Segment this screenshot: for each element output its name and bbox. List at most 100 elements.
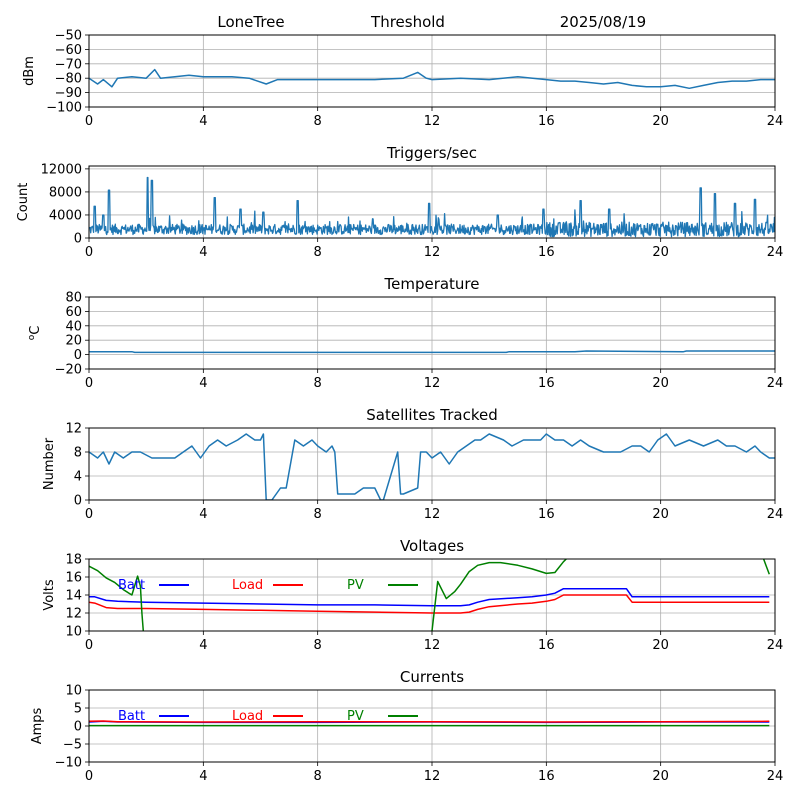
y-tick-label: 0 — [74, 494, 82, 509]
x-tick-label: 12 — [424, 507, 441, 522]
grid — [88, 34, 776, 108]
x-tick-label: 24 — [767, 769, 784, 784]
x-tick-label: 4 — [199, 245, 207, 260]
x-tick-label: 0 — [85, 638, 93, 653]
y-tick-label: 16 — [65, 571, 82, 586]
legend-label-load: Load — [232, 709, 263, 724]
x-tick-label: 16 — [538, 638, 555, 653]
grid — [88, 296, 776, 370]
x-tick-label: 20 — [652, 507, 669, 522]
y-tick-label: −5 — [63, 738, 82, 753]
series-line-pv — [431, 559, 567, 631]
x-tick-label: 12 — [424, 376, 441, 391]
x-tick-label: 8 — [314, 638, 322, 653]
y-axis-label: Amps — [30, 707, 45, 744]
x-tick-label: 8 — [314, 245, 322, 260]
y-tick-label: −20 — [55, 363, 82, 378]
series-line — [89, 68, 775, 90]
y-tick-label: 10 — [65, 625, 82, 640]
y-tick-label: −90 — [55, 86, 82, 101]
series-group — [89, 720, 770, 727]
legend-label-batt: Batt — [118, 709, 145, 724]
y-axis-label: Number — [42, 437, 57, 490]
panel-satellites: 0 4 8 12 16 20 24 0 4 8 12 Satellites Tracked Number — [42, 406, 783, 522]
y-tick-label: −60 — [55, 43, 82, 58]
series-line-load — [89, 594, 770, 614]
series-line — [89, 176, 775, 238]
y-tick-label: 18 — [65, 553, 82, 568]
y-tick-label: 0 — [74, 232, 82, 247]
x-tick-label: 8 — [314, 114, 322, 129]
x-tick-label: 0 — [85, 376, 93, 391]
x-tick-label: 20 — [652, 114, 669, 129]
legend-label-batt: Batt — [118, 578, 145, 593]
legend: Batt Load PV — [118, 709, 418, 724]
y-tick-label: 20 — [65, 334, 82, 349]
y-axis-label: oC — [27, 326, 43, 341]
x-tick-label: 20 — [652, 376, 669, 391]
x-tick-label: 24 — [767, 507, 784, 522]
chart-title: Triggers/sec — [386, 144, 477, 162]
header-mode: Threshold — [370, 13, 445, 31]
x-tick-label: 16 — [538, 769, 555, 784]
y-tick-label: −100 — [46, 101, 82, 116]
x-tick-label: 8 — [314, 769, 322, 784]
grid — [88, 427, 776, 501]
x-tick-label: 16 — [538, 376, 555, 391]
x-tick-label: 12 — [424, 638, 441, 653]
x-tick-label: 24 — [767, 114, 784, 129]
y-tick-label: 4000 — [49, 208, 82, 223]
y-axis-label: dBm — [22, 56, 37, 86]
y-tick-label: 0 — [74, 348, 82, 363]
series-group — [89, 350, 775, 354]
legend: Batt Load PV — [118, 578, 418, 593]
x-tick-label: 12 — [424, 769, 441, 784]
series-line-batt — [89, 587, 770, 607]
x-tick-label: 20 — [652, 245, 669, 260]
y-tick-label: −10 — [55, 756, 82, 771]
y-tick-label: 5 — [74, 702, 82, 717]
series-group — [89, 68, 775, 90]
x-tick-label: 16 — [538, 245, 555, 260]
y-tick-label: 10 — [65, 684, 82, 699]
y-tick-label: −80 — [55, 72, 82, 87]
header-date: 2025/08/19 — [560, 13, 646, 31]
chart-title: Temperature — [383, 275, 479, 293]
y-tick-label: 40 — [65, 319, 82, 334]
y-tick-label: 8000 — [49, 185, 82, 200]
series-line-pv — [89, 565, 145, 631]
y-tick-label: 12 — [65, 422, 82, 437]
x-tick-label: 16 — [538, 507, 555, 522]
x-tick-label: 0 — [85, 507, 93, 522]
x-tick-label: 0 — [85, 114, 93, 129]
x-tick-label: 24 — [767, 638, 784, 653]
x-tick-label: 0 — [85, 769, 93, 784]
x-tick-label: 0 — [85, 245, 93, 260]
y-axis-label: Count — [16, 183, 31, 222]
panel-currents: 0 4 8 12 16 20 24 −10 −5 0 5 10 Currents Amps Batt Load… — [30, 668, 783, 784]
chart-title: Currents — [400, 668, 464, 686]
x-tick-label: 4 — [199, 638, 207, 653]
legend-label-load: Load — [232, 578, 263, 593]
legend-label-pv: PV — [347, 578, 364, 593]
x-tick-label: 12 — [424, 114, 441, 129]
y-tick-label: 80 — [65, 291, 82, 306]
grid — [88, 558, 776, 632]
y-axis-label: Volts — [42, 579, 57, 611]
series-line-pv — [762, 559, 771, 575]
series-group — [89, 433, 775, 500]
x-tick-label: 4 — [199, 114, 207, 129]
panel-voltages: 0 4 8 12 16 20 24 10 12 14 16 18 Voltages Volts Batt Lo… — [42, 537, 783, 653]
chart-title: Voltages — [400, 537, 464, 555]
series-group — [89, 176, 775, 238]
x-tick-label: 24 — [767, 376, 784, 391]
x-tick-label: 20 — [652, 769, 669, 784]
y-tick-label: 0 — [74, 720, 82, 735]
panel-triggers: 0 4 8 12 16 20 24 0 4000 8000 12000 Triggers/sec Cou… — [16, 144, 783, 260]
series-line — [89, 350, 775, 354]
series-line — [89, 433, 775, 500]
x-tick-label: 4 — [199, 507, 207, 522]
